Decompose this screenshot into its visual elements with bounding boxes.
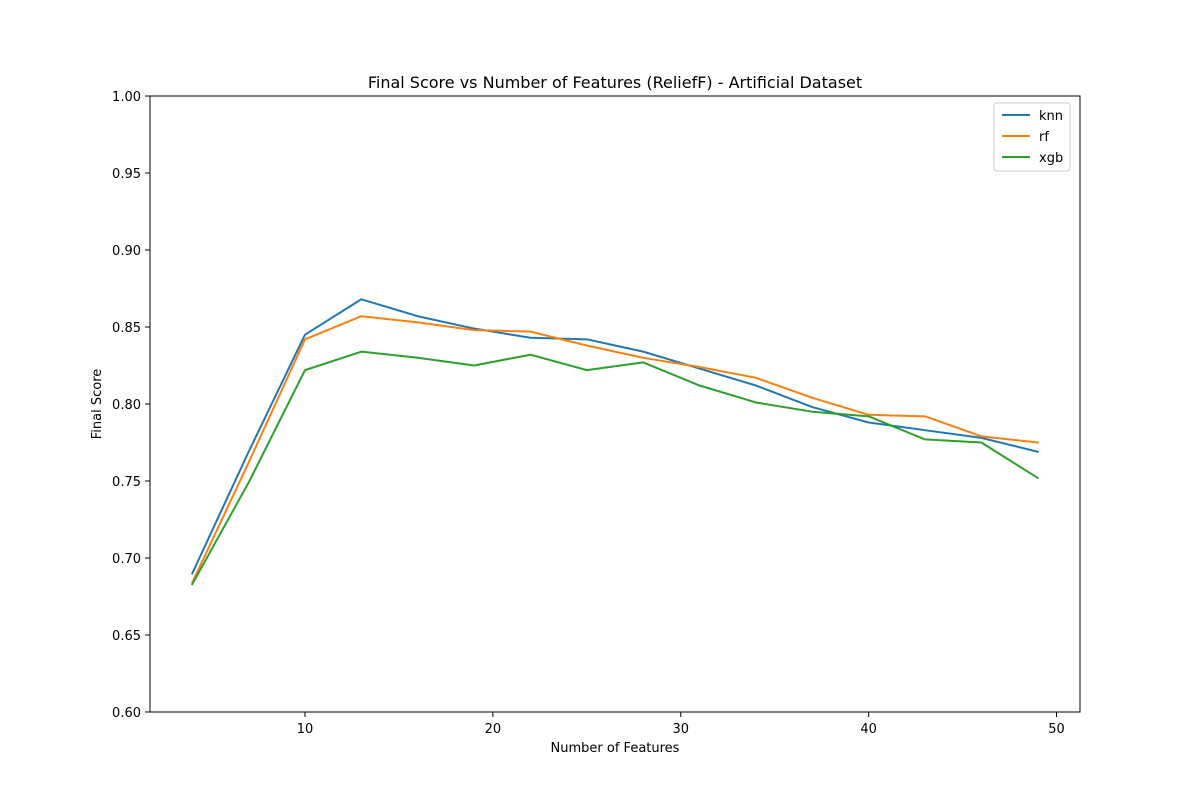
x-tick-label: 10 <box>297 722 314 737</box>
x-tick-label: 20 <box>485 722 502 737</box>
series-line-rf <box>190 315 1039 584</box>
x-axis-label: Number of Features <box>551 741 680 756</box>
legend-box <box>993 102 1071 172</box>
plot-area <box>149 95 1081 713</box>
y-tick-label: 0.90 <box>112 244 141 259</box>
y-tick-label: 1.00 <box>112 90 141 105</box>
legend-label-rf: rf <box>1039 130 1049 145</box>
y-tick-label: 0.70 <box>112 552 141 567</box>
y-tick-label: 0.85 <box>112 321 141 336</box>
x-tick-label: 40 <box>860 722 877 737</box>
series-line-knn <box>190 298 1039 575</box>
y-tick-label: 0.80 <box>112 398 141 413</box>
y-axis-label: Final Score <box>90 369 105 440</box>
x-tick-label: 30 <box>672 722 689 737</box>
y-tick-label: 0.60 <box>112 706 141 721</box>
y-axis: 0.60 0.65 0.70 0.75 0.80 0.85 0.90 0.95 1.00 <box>112 90 150 721</box>
axes-frame <box>149 95 1081 713</box>
legend-label-knn: knn <box>1039 109 1063 124</box>
x-tick-label: 50 <box>1048 722 1065 737</box>
legend-label-xgb: xgb <box>1039 151 1063 166</box>
chart-title: Final Score vs Number of Features (Relie… <box>368 73 862 92</box>
y-tick-label: 0.65 <box>112 629 141 644</box>
y-tick-label: 0.75 <box>112 475 141 490</box>
legend: knn rf xgb <box>993 102 1071 172</box>
series-line-xgb <box>190 350 1040 586</box>
x-axis: 10 20 30 40 50 <box>297 712 1065 737</box>
y-tick-label: 0.95 <box>112 167 141 182</box>
